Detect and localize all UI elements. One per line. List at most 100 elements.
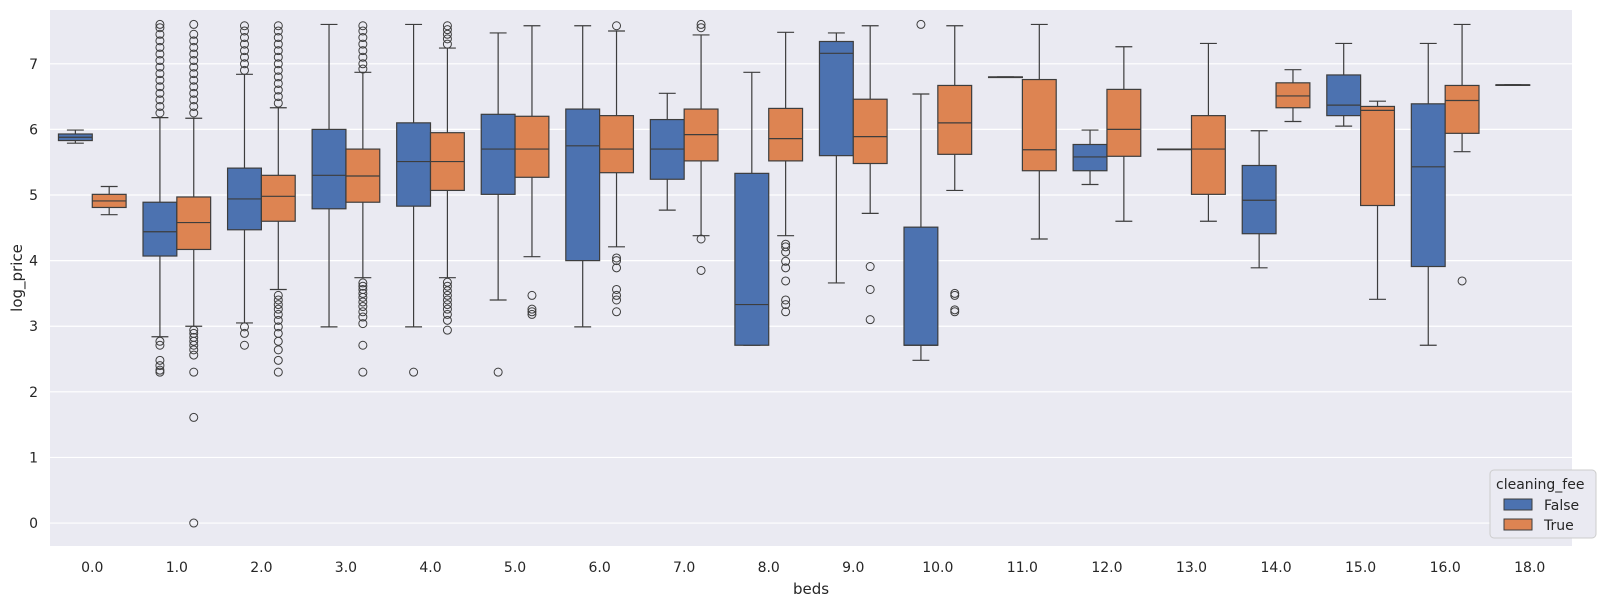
outlier-point [155,88,165,98]
box-false-18.0 [1495,84,1531,86]
box-false-2.0 [226,21,262,350]
outlier-point [273,290,283,300]
outlier-point [189,19,199,29]
outlier-point [155,29,165,39]
y-tick-labels: 0 1 2 3 4 5 6 7 [29,57,38,532]
box-true-13.0 [1190,42,1226,222]
outlier-point [273,85,283,95]
outlier-point [155,101,165,111]
outlier-point [273,345,283,355]
x-tick-label: 16.0 [1430,560,1461,576]
outlier-point [527,309,537,319]
box-false-0.0 [57,129,93,144]
outlier-point [189,332,199,342]
outlier-point [189,350,199,360]
x-tick-label: 2.0 [250,560,272,576]
box-false-9.0 [818,32,854,284]
outlier-point [273,367,283,377]
outlier-point [189,56,199,66]
outlier-point [358,340,368,350]
outlier-point [155,56,165,66]
x-tick-label: 0.0 [81,560,103,576]
outlier-point [239,52,249,62]
outlier-point [442,309,452,319]
outlier-point [273,300,283,310]
outlier-point [273,39,283,49]
legend-label-true: True [1543,518,1574,534]
box-iqr [768,107,804,162]
outlier-point [189,49,199,59]
outlier-point [612,21,622,31]
box-true-14.0 [1275,69,1311,123]
y-tick-label: 6 [29,122,38,138]
box-true-7.0 [683,19,719,275]
outlier-point [781,300,791,310]
outlier-point [273,304,283,314]
y-tick-label: 2 [29,385,38,401]
box-true-5.0 [514,25,550,319]
outlier-point [155,36,165,46]
outlier-point [781,242,791,252]
outlier-point [358,307,368,317]
outlier-point [239,39,249,49]
outlier-point [273,98,283,108]
box-iqr [311,128,347,210]
outlier-point [189,367,199,377]
outlier-point [189,328,199,338]
outlier-point [950,305,960,315]
y-axis-title: log_price [8,244,27,312]
legend: cleaning_fee False True [1489,469,1597,539]
outlier-point [409,367,419,377]
box-iqr [852,98,888,165]
outlier-point [442,290,452,300]
outlier-point [189,518,199,528]
outlier-point [865,284,875,294]
box-true-15.0 [1360,100,1396,300]
outlier-point [612,253,622,263]
outlier-point [358,319,368,329]
box-iqr [1072,143,1108,172]
outlier-point [696,19,706,29]
box-false-11.0 [987,76,1023,79]
outlier-point [155,336,165,346]
outlier-point [155,49,165,59]
x-tick-label: 4.0 [419,560,441,576]
box-true-16.0 [1444,23,1480,286]
outlier-point [358,367,368,377]
box-false-8.0 [734,71,770,346]
outlier-point [189,75,199,85]
box-true-3.0 [345,21,381,377]
outlier-point [865,262,875,272]
outlier-point [239,328,249,338]
outlier-point [155,340,165,350]
y-tick-label: 4 [29,254,38,270]
outlier-point [358,281,368,291]
box-false-6.0 [565,25,601,328]
box-iqr [1410,103,1446,268]
outlier-point [189,95,199,105]
outlier-point [442,34,452,44]
box-true-9.0 [852,25,888,325]
outlier-point [155,361,165,371]
box-true-4.0 [429,21,465,335]
outlier-point [442,21,452,31]
box-iqr [1360,105,1396,207]
box-false-1.0 [142,19,178,377]
box-iqr [903,226,939,346]
box-true-6.0 [599,21,635,317]
outlier-point [155,82,165,92]
outlier-point [239,21,249,31]
box-iqr [599,115,635,174]
box-series [57,19,1531,528]
box-false-3.0 [311,23,347,328]
x-tick-label: 18.0 [1514,560,1545,576]
box-false-5.0 [480,32,516,377]
outlier-point [239,322,249,332]
outlier-point [189,69,199,79]
outlier-point [358,33,368,43]
outlier-point [189,29,199,39]
outlier-point [155,365,165,375]
box-false-4.0 [396,23,432,377]
box-true-2.0 [260,21,296,377]
